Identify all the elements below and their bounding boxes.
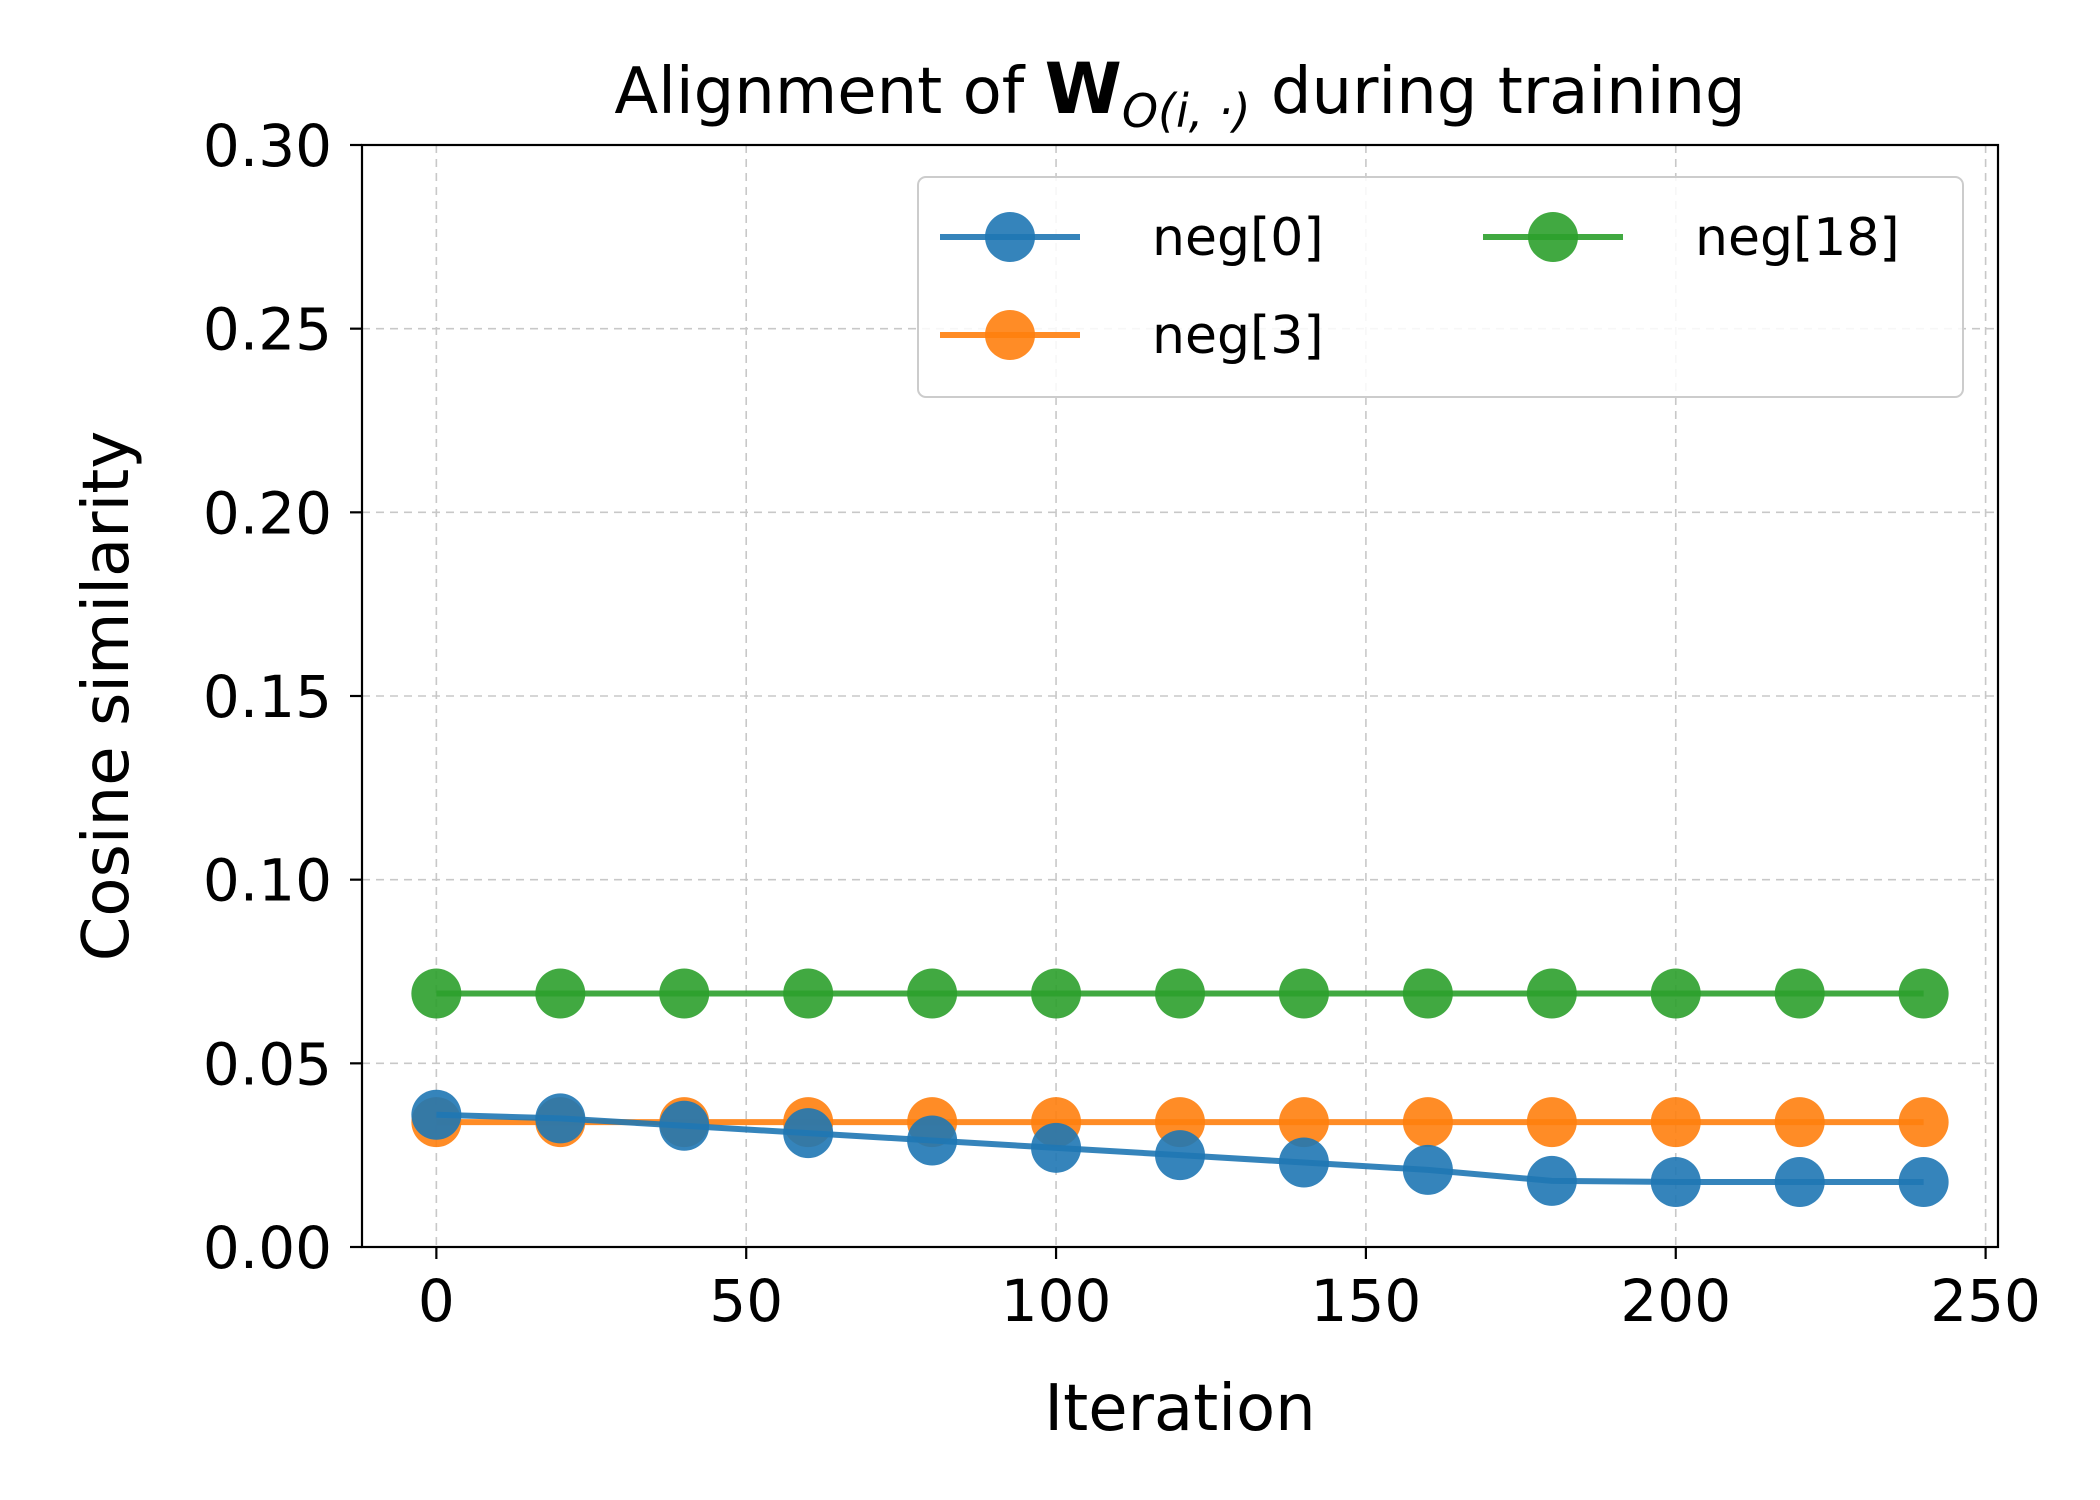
y-tick-label: 0.25 bbox=[203, 296, 332, 364]
x-tick-label: 50 bbox=[709, 1267, 783, 1335]
data-point bbox=[783, 1108, 834, 1159]
data-point bbox=[659, 968, 710, 1019]
data-point bbox=[1898, 1156, 1949, 1207]
data-point bbox=[907, 968, 958, 1019]
legend-box bbox=[917, 176, 1964, 398]
y-tick-label: 0.30 bbox=[203, 112, 332, 180]
data-point bbox=[1898, 968, 1949, 1019]
data-point bbox=[907, 1115, 958, 1166]
data-point bbox=[1402, 968, 1453, 1019]
data-point bbox=[411, 1089, 462, 1140]
data-point bbox=[1278, 1137, 1329, 1188]
legend-label: neg[3] bbox=[1152, 306, 1324, 366]
data-point bbox=[1402, 1097, 1453, 1148]
data-point bbox=[1526, 1155, 1577, 1206]
data-point bbox=[1898, 1097, 1949, 1148]
data-point bbox=[1526, 968, 1577, 1019]
data-point bbox=[1031, 968, 1082, 1019]
data-point bbox=[1650, 1156, 1701, 1207]
x-tick-label: 150 bbox=[1311, 1267, 1422, 1335]
x-tick-label: 100 bbox=[1001, 1267, 1112, 1335]
data-point bbox=[783, 968, 834, 1019]
data-point bbox=[1402, 1144, 1453, 1195]
data-point bbox=[1774, 968, 1825, 1019]
data-point bbox=[411, 968, 462, 1019]
legend-entry-neg[18]: neg[18] bbox=[1483, 208, 1900, 268]
y-tick-label: 0.05 bbox=[203, 1030, 332, 1098]
legend-marker bbox=[1528, 212, 1578, 262]
data-point bbox=[1774, 1156, 1825, 1207]
legend-marker bbox=[985, 310, 1035, 360]
plot-series bbox=[411, 968, 1949, 1207]
y-tick-label: 0.20 bbox=[203, 479, 332, 547]
title-math-bold: W bbox=[1045, 48, 1122, 130]
data-point bbox=[1278, 1097, 1329, 1148]
data-point bbox=[1031, 1122, 1082, 1173]
title-math-sub: O(i, ·) bbox=[1122, 84, 1251, 138]
data-point bbox=[1155, 968, 1205, 1019]
data-point bbox=[1774, 1097, 1825, 1148]
legend: neg[0] neg[3] neg[18] bbox=[917, 176, 1964, 398]
data-point bbox=[1155, 1130, 1205, 1181]
data-point bbox=[659, 1100, 710, 1151]
data-point bbox=[1526, 1097, 1577, 1148]
chart-title: Alignment of WO(i, ·) during training bbox=[614, 48, 1745, 138]
series-neg[18] bbox=[411, 968, 1949, 1019]
axis-ticks: 0 50 100 150 200 250 0.00 0.05 0.10 0.15 0.20 0.25 0… bbox=[203, 112, 2041, 1335]
data-point bbox=[535, 1093, 586, 1144]
legend-marker bbox=[985, 212, 1035, 262]
data-point bbox=[1650, 1097, 1701, 1148]
y-axis-title: Cosine similarity bbox=[70, 431, 144, 962]
series-neg[0] bbox=[411, 1089, 1949, 1207]
x-tick-label: 250 bbox=[1930, 1267, 2041, 1335]
legend-entry-neg[3]: neg[3] bbox=[940, 306, 1324, 366]
title-prefix: Alignment of bbox=[614, 55, 1044, 129]
x-tick-label: 200 bbox=[1620, 1267, 1731, 1335]
y-tick-label: 0.00 bbox=[203, 1214, 332, 1282]
title-suffix: during training bbox=[1251, 55, 1746, 129]
legend-label: neg[0] bbox=[1152, 208, 1324, 268]
data-point bbox=[1650, 968, 1701, 1019]
legend-entry-neg[0]: neg[0] bbox=[940, 208, 1324, 268]
data-point bbox=[535, 968, 586, 1019]
data-point bbox=[1278, 968, 1329, 1019]
x-axis-title: Iteration bbox=[1044, 1372, 1315, 1446]
y-tick-label: 0.10 bbox=[203, 847, 332, 915]
x-tick-label: 0 bbox=[418, 1267, 455, 1335]
legend-label: neg[18] bbox=[1695, 208, 1900, 268]
y-tick-label: 0.15 bbox=[203, 663, 332, 731]
